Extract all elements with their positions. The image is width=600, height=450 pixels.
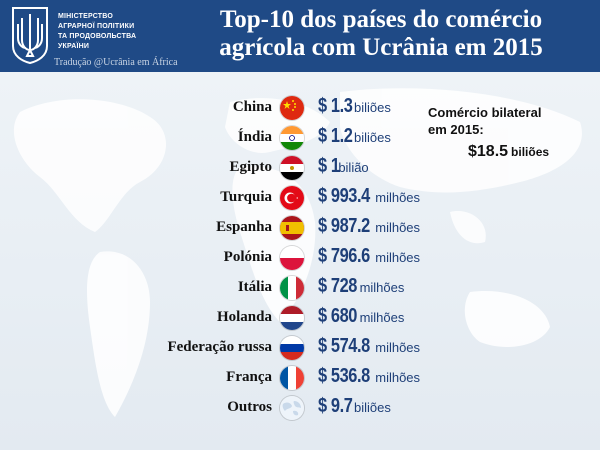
trade-unit: biliões: [353, 400, 391, 415]
trade-value: $ 987.2 milhões: [318, 215, 420, 238]
page-title: Top-10 dos países do comércio agrícola c…: [176, 6, 586, 62]
trade-unit: milhões: [375, 250, 421, 265]
trade-value: $ 574.8 milhões: [318, 335, 420, 358]
trade-value: $ 1.2 biliões: [318, 125, 391, 148]
country-name: Espanha: [216, 219, 272, 235]
country-name: França: [226, 369, 272, 385]
translation-credit: Tradução @Ucrânia em África: [54, 57, 178, 68]
trade-unit: bilião: [338, 160, 369, 175]
trade-unit: biliões: [353, 100, 391, 115]
list-item: Polónia $ 796.6 milhões: [0, 245, 600, 271]
trade-amount: $ 574.8: [318, 335, 370, 357]
trade-unit: milhões: [375, 340, 421, 355]
trade-amount: $ 536.8: [318, 365, 370, 387]
list-item: China $ 1.3 biliões: [0, 95, 600, 121]
china-flag-icon: [280, 96, 304, 120]
bilateral-unit: biliões: [511, 145, 550, 159]
trade-unit: milhões: [375, 190, 421, 205]
russia-flag-icon: [280, 336, 304, 360]
title-line-1: Top-10 dos países do comércio: [219, 6, 543, 33]
trade-value: $ 993.4 milhões: [318, 185, 420, 208]
trade-value: $ 536.8 milhões: [318, 365, 420, 388]
ministry-line-4: УКРАЇНИ: [58, 43, 90, 50]
netherlands-flag-icon: [280, 306, 304, 330]
list-item: Itália $ 728 milhões: [0, 275, 600, 301]
italy-flag-icon: [280, 276, 304, 300]
list-item: Outros $ 9.7 biliões: [0, 395, 600, 421]
list-item: Índia $ 1.2 biliões: [0, 125, 600, 151]
country-name: Índia: [237, 129, 272, 145]
country-name: Polónia: [223, 249, 272, 265]
poland-flag-icon: [280, 246, 304, 270]
ukraine-trident-icon: [12, 7, 48, 64]
trade-value: $ 796.6 milhões: [318, 245, 420, 268]
india-flag-icon: [280, 126, 304, 150]
bilateral-trade-box: Comércio bilateral em 2015: $18.5 biliões: [428, 104, 593, 161]
trade-amount: $ 1.3: [318, 95, 353, 117]
trade-unit: milhões: [359, 280, 405, 295]
trade-unit: milhões: [375, 220, 421, 235]
trade-amount: $ 1: [318, 155, 340, 177]
trade-value: $ 1bilião: [318, 155, 369, 178]
trade-amount: $ 680: [318, 305, 358, 327]
bilateral-label-line-2: em 2015:: [428, 122, 484, 137]
list-item: Holanda $ 680 milhões: [0, 305, 600, 331]
trade-amount: $ 993.4: [318, 185, 370, 207]
france-flag-icon: [280, 366, 304, 390]
trade-unit: milhões: [375, 370, 421, 385]
list-item: Egipto $ 1bilião: [0, 155, 600, 181]
bilateral-label: Comércio bilateral em 2015:: [428, 104, 593, 138]
ministry-logo: МІНІСТЕРСТВО АГРАРНОЇ ПОЛІТИКИ ТА ПРОДОВ…: [10, 6, 136, 64]
list-item: Espanha $ 987.2 milhões: [0, 215, 600, 241]
header-banner: МІНІСТЕРСТВО АГРАРНОЇ ПОЛІТИКИ ТА ПРОДОВ…: [0, 0, 600, 72]
trade-amount: $ 987.2: [318, 215, 370, 237]
trade-amount: $ 1.2: [318, 125, 353, 147]
country-name: Holanda: [216, 309, 272, 325]
country-name: Outros: [227, 399, 272, 415]
country-name: Federação russa: [167, 339, 272, 355]
globe-icon: [280, 396, 304, 420]
trade-value: $ 9.7 biliões: [318, 395, 391, 418]
list-item: Turquia $ 993.4 milhões: [0, 185, 600, 211]
trade-amount: $ 796.6: [318, 245, 370, 267]
bilateral-value: $18.5 biliões: [468, 143, 593, 161]
spain-flag-icon: [280, 216, 304, 240]
country-name: Turquia: [220, 189, 272, 205]
ministry-line-1: МІНІСТЕРСТВО: [58, 13, 113, 20]
list-item: Federação russa $ 574.8 milhões: [0, 335, 600, 361]
country-name: Egipto: [229, 159, 272, 175]
trade-value: $ 680 milhões: [318, 305, 404, 328]
trade-amount: $ 9.7: [318, 395, 353, 417]
trade-unit: biliões: [353, 130, 391, 145]
trade-amount: $ 728: [318, 275, 358, 297]
country-name: China: [232, 99, 272, 115]
list-item: França $ 536.8 milhões: [0, 365, 600, 391]
egypt-flag-icon: [280, 156, 304, 180]
bilateral-label-line-1: Comércio bilateral: [428, 105, 542, 120]
turkey-flag-icon: [280, 186, 304, 210]
title-line-2: agrícola com Ucrânia em 2015: [219, 34, 543, 61]
bilateral-amount: $18.5: [468, 143, 509, 160]
ministry-name: МІНІСТЕРСТВО АГРАРНОЇ ПОЛІТИКИ ТА ПРОДОВ…: [58, 12, 136, 52]
ministry-line-2: АГРАРНОЇ ПОЛІТИКИ: [58, 23, 135, 30]
trade-value: $ 1.3 biliões: [318, 95, 391, 118]
ministry-line-3: ТА ПРОДОВОЛЬСТВА: [58, 33, 137, 40]
trade-value: $ 728 milhões: [318, 275, 404, 298]
country-name: Itália: [237, 279, 272, 295]
trade-unit: milhões: [359, 310, 405, 325]
